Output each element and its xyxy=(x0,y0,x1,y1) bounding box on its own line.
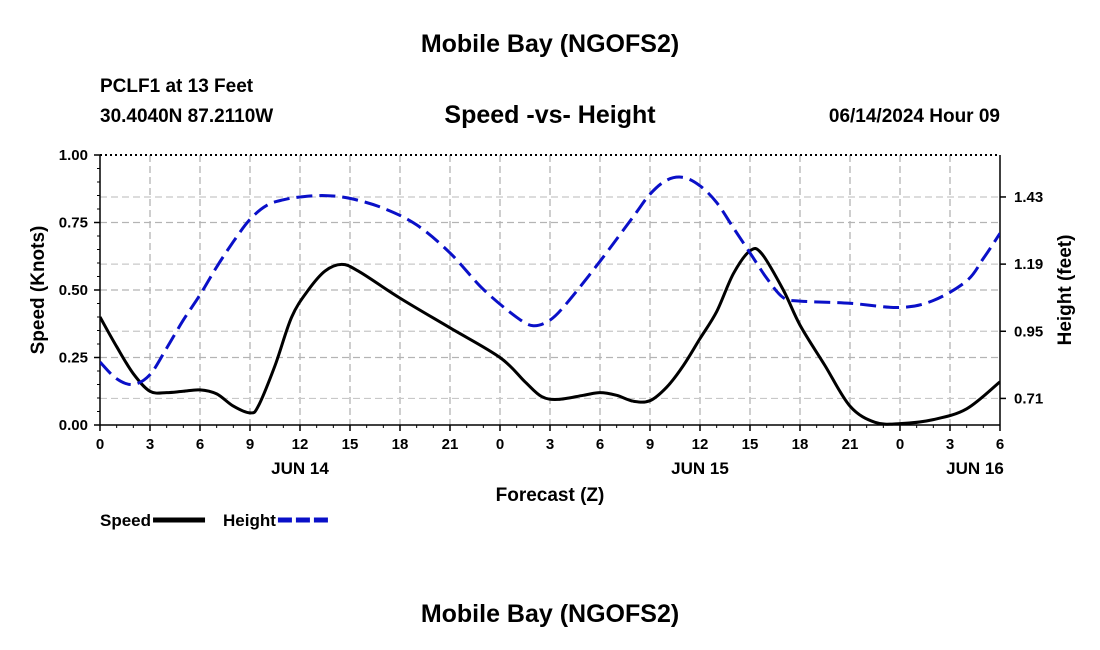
x-tick-label: 18 xyxy=(792,436,809,453)
y-tick-label: 0.50 xyxy=(59,282,88,299)
speed-height-chart: 0 3 6 9 12 15 18 21 0 3 6 9 12 15 18 21 0 3 6 JUN 14 JUN 15 J… xyxy=(28,147,1076,530)
legend-label: Speed xyxy=(100,511,151,530)
y-tick-label: 0.75 xyxy=(59,215,88,232)
x-tick-label: 9 xyxy=(646,436,654,453)
y2-tick-label: 0.71 xyxy=(1014,390,1043,407)
x-tick-label: 9 xyxy=(246,436,254,453)
date-label: JUN 15 xyxy=(671,459,729,478)
x-tick-label: 18 xyxy=(392,436,409,453)
y-tick-label: 0.25 xyxy=(59,350,88,367)
x-tick-label: 3 xyxy=(946,436,954,453)
legend-label: Height xyxy=(223,511,276,530)
y2-axis-title: Height (feet) xyxy=(1055,235,1076,346)
x-tick-label: 15 xyxy=(742,436,759,453)
station-coords: 30.4040N 87.2110W xyxy=(100,106,274,127)
x-tick-label: 0 xyxy=(496,436,504,453)
y2-tick-label: 1.43 xyxy=(1014,189,1043,206)
station-label: PCLF1 at 13 Feet xyxy=(100,76,254,97)
x-tick-label: 3 xyxy=(546,436,554,453)
x-tick-label: 15 xyxy=(342,436,359,453)
x-tick-label: 12 xyxy=(292,436,309,453)
speed-series-line xyxy=(100,246,1000,426)
x-tick-label: 12 xyxy=(692,436,709,453)
date-label: JUN 16 xyxy=(946,459,1004,478)
y2-tick-label: 1.19 xyxy=(1014,256,1043,273)
x-tick-label: 3 xyxy=(146,436,154,453)
x-tick-label: 6 xyxy=(196,436,204,453)
page-title-bottom: Mobile Bay (NGOFS2) xyxy=(420,600,680,628)
x-tick-label: 6 xyxy=(996,436,1004,453)
y-tick-label: 0.00 xyxy=(59,417,88,434)
y-tick-label: 1.00 xyxy=(59,147,88,164)
chart-title: Speed -vs- Height xyxy=(444,101,656,129)
y2-tick-label: 0.95 xyxy=(1014,323,1043,340)
x-tick-label: 0 xyxy=(896,436,904,453)
forecast-datetime: 06/14/2024 Hour 09 xyxy=(828,106,1000,127)
height-series-line xyxy=(100,175,1000,387)
page-title-top: Mobile Bay (NGOFS2) xyxy=(420,30,680,58)
x-tick-label: 6 xyxy=(596,436,604,453)
x-tick-label: 21 xyxy=(842,436,859,453)
y-axis-title: Speed (Knots) xyxy=(28,226,49,355)
date-label: JUN 14 xyxy=(271,459,329,478)
x-tick-label: 0 xyxy=(96,436,104,453)
x-tick-label: 21 xyxy=(442,436,459,453)
x-axis-title: Forecast (Z) xyxy=(496,485,605,506)
